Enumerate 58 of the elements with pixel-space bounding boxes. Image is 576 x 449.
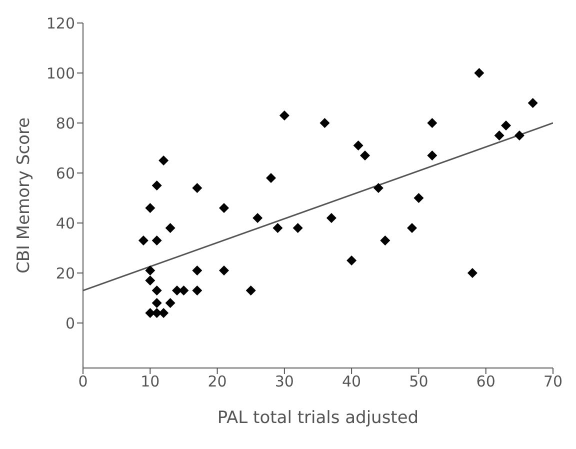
point: [246, 286, 256, 296]
point: [320, 118, 330, 128]
point: [145, 266, 156, 276]
point: [414, 193, 424, 203]
point: [407, 223, 417, 233]
point: [373, 183, 384, 193]
point: [145, 276, 156, 286]
point: [219, 266, 229, 276]
point: [192, 183, 202, 193]
x-tick-label: 60: [476, 372, 496, 391]
x-tick-label: 20: [208, 372, 227, 391]
point: [514, 130, 524, 140]
point: [152, 180, 162, 190]
x-tick-label: 70: [543, 372, 563, 391]
point: [219, 203, 229, 213]
point: [346, 256, 357, 266]
point: [138, 236, 148, 246]
x-tick-label: 10: [140, 372, 160, 391]
point: [427, 150, 438, 160]
point: [494, 130, 504, 140]
x-tick-label: 40: [342, 372, 362, 391]
y-axis-title: CBI Memory Score: [14, 117, 34, 274]
y-tick-label: 40: [56, 214, 75, 232]
point: [152, 236, 162, 246]
point: [279, 110, 290, 120]
point: [192, 266, 202, 276]
x-tick-label: 0: [78, 372, 88, 391]
point: [326, 213, 336, 223]
point: [266, 173, 276, 183]
point: [427, 118, 438, 128]
point: [152, 298, 162, 308]
point: [178, 286, 189, 296]
point: [158, 156, 169, 166]
y-tick-label: 80: [56, 114, 75, 132]
point: [380, 236, 390, 246]
point: [165, 298, 176, 308]
point: [252, 213, 263, 223]
x-tick-label: 30: [274, 372, 294, 391]
y-tick-label: 0: [65, 314, 75, 332]
point: [165, 223, 176, 233]
x-tick-label: 50: [409, 372, 428, 391]
point: [192, 286, 202, 296]
y-tick-label: 60: [56, 164, 75, 182]
x-axis-title: PAL total trials adjusted: [217, 408, 419, 428]
point: [272, 223, 283, 233]
point: [152, 286, 162, 296]
point: [467, 268, 478, 278]
point: [292, 223, 303, 233]
point: [145, 203, 156, 213]
y-tick-label: 20: [56, 264, 75, 282]
point: [158, 308, 169, 318]
point: [353, 140, 364, 150]
point: [501, 120, 511, 130]
point: [474, 68, 484, 78]
point: [528, 98, 538, 108]
y-tick-label: 120: [46, 14, 75, 32]
y-tick-label: 100: [46, 64, 75, 82]
point: [360, 150, 370, 160]
